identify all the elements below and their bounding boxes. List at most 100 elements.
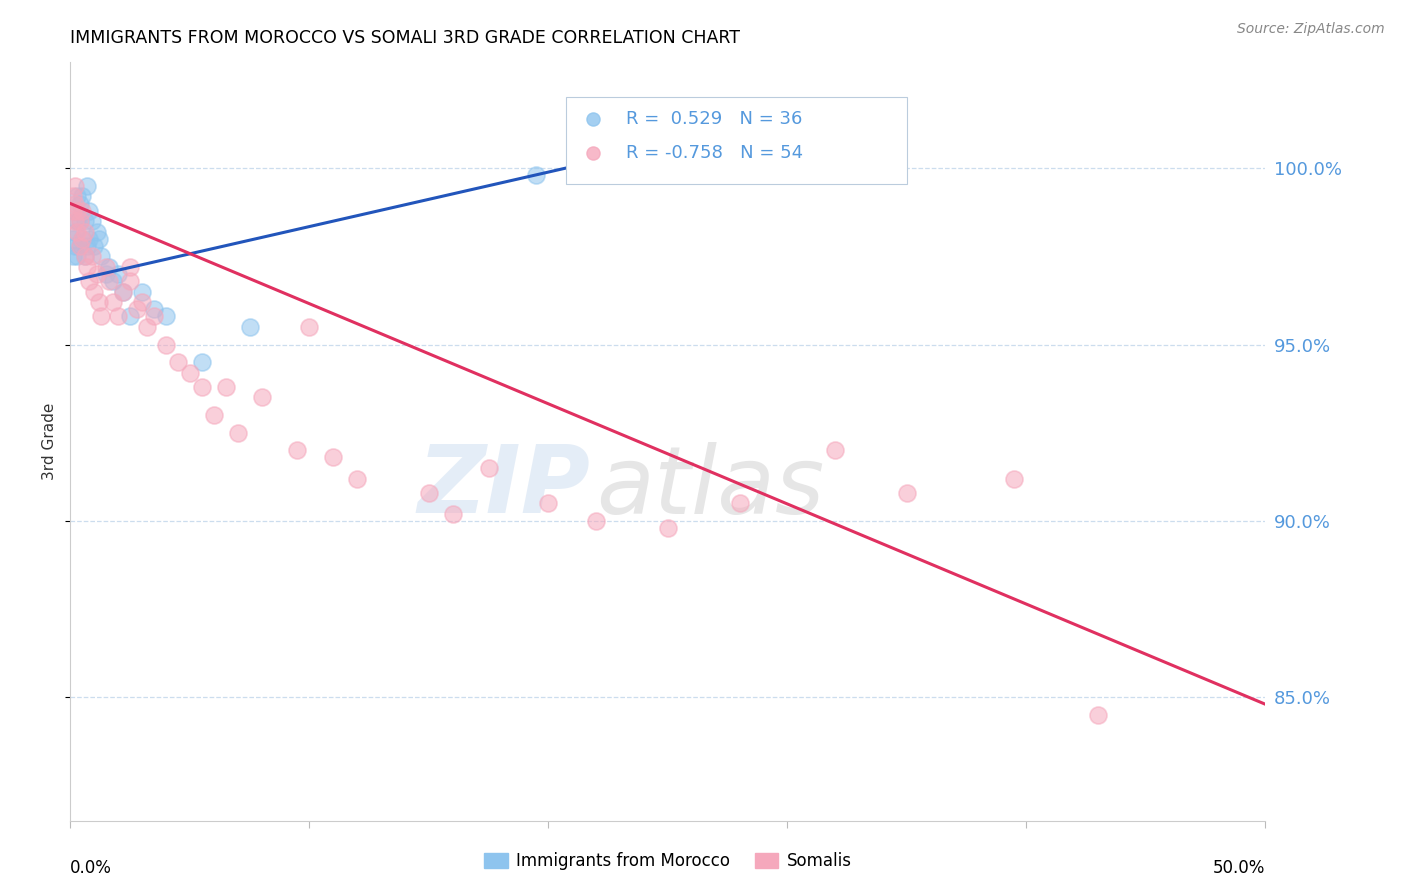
Point: [63, 214, 86, 228]
Text: 50.0%: 50.0%: [1213, 858, 1265, 877]
Text: ZIP: ZIP: [418, 441, 591, 533]
Point: [103, 295, 125, 310]
Point: [69, 214, 91, 228]
Point: [135, 320, 157, 334]
Point: [63, 196, 86, 211]
Point: [728, 496, 751, 510]
Point: [298, 320, 321, 334]
Point: [66, 203, 89, 218]
Point: [585, 514, 607, 528]
Point: [73, 249, 96, 263]
Point: [62, 203, 84, 218]
Point: [478, 461, 501, 475]
FancyBboxPatch shape: [567, 96, 907, 184]
Point: [131, 285, 153, 299]
Point: [97, 274, 120, 288]
Point: [66, 225, 89, 239]
Point: [83, 239, 105, 253]
Legend: Immigrants from Morocco, Somalis: Immigrants from Morocco, Somalis: [478, 846, 858, 877]
Point: [73, 225, 96, 239]
Point: [107, 310, 129, 324]
Point: [62, 249, 84, 263]
Point: [441, 507, 464, 521]
Point: [69, 214, 91, 228]
Point: [73, 249, 96, 263]
Point: [69, 239, 91, 253]
Point: [96, 267, 117, 281]
Point: [1004, 472, 1026, 486]
Point: [70, 232, 93, 246]
Point: [537, 496, 560, 510]
Point: [76, 239, 98, 253]
Text: Source: ZipAtlas.com: Source: ZipAtlas.com: [1237, 22, 1385, 37]
Text: R =  0.529   N = 36: R = 0.529 N = 36: [626, 111, 803, 128]
Point: [191, 380, 214, 394]
Point: [155, 310, 177, 324]
Point: [1104, 584, 1126, 599]
Point: [120, 310, 141, 324]
Point: [63, 203, 86, 218]
Point: [418, 485, 440, 500]
Point: [226, 425, 249, 440]
Text: atlas: atlas: [596, 442, 824, 533]
Point: [1104, 425, 1126, 440]
Point: [63, 178, 86, 193]
Text: 0.0%: 0.0%: [70, 858, 112, 877]
Point: [73, 214, 96, 228]
Point: [107, 267, 129, 281]
Point: [96, 260, 117, 274]
Point: [239, 320, 262, 334]
Point: [143, 302, 166, 317]
Point: [70, 232, 93, 246]
Point: [79, 232, 101, 246]
Point: [657, 521, 679, 535]
Point: [62, 189, 84, 203]
Point: [166, 355, 188, 369]
Point: [202, 408, 225, 422]
Point: [83, 285, 105, 299]
Point: [346, 472, 368, 486]
Point: [143, 310, 166, 324]
Point: [80, 214, 103, 228]
Point: [824, 443, 846, 458]
Point: [87, 295, 110, 310]
Point: [131, 295, 153, 310]
Point: [70, 189, 93, 203]
Point: [214, 380, 236, 394]
Y-axis label: 3rd Grade: 3rd Grade: [42, 403, 58, 480]
Point: [322, 450, 344, 465]
Point: [179, 366, 201, 380]
Point: [62, 232, 84, 246]
Point: [250, 391, 273, 405]
Point: [155, 337, 177, 351]
Point: [90, 249, 112, 263]
Point: [66, 249, 89, 263]
Point: [79, 203, 101, 218]
Point: [76, 178, 98, 193]
Point: [86, 225, 108, 239]
Point: [111, 285, 134, 299]
Point: [87, 232, 110, 246]
Point: [526, 169, 548, 183]
Point: [90, 310, 112, 324]
Point: [97, 260, 120, 274]
Point: [69, 196, 91, 211]
Point: [120, 274, 141, 288]
Point: [120, 260, 141, 274]
Point: [63, 239, 86, 253]
Point: [69, 239, 91, 253]
Point: [896, 485, 918, 500]
Point: [287, 443, 309, 458]
Point: [111, 285, 134, 299]
Point: [103, 274, 125, 288]
Point: [80, 249, 103, 263]
Text: IMMIGRANTS FROM MOROCCO VS SOMALI 3RD GRADE CORRELATION CHART: IMMIGRANTS FROM MOROCCO VS SOMALI 3RD GR…: [70, 29, 741, 47]
Point: [66, 189, 89, 203]
Text: R = -0.758   N = 54: R = -0.758 N = 54: [626, 145, 803, 162]
Point: [70, 203, 93, 218]
Point: [63, 225, 86, 239]
Point: [191, 355, 214, 369]
Point: [1087, 707, 1109, 722]
Point: [86, 267, 108, 281]
Point: [76, 260, 98, 274]
